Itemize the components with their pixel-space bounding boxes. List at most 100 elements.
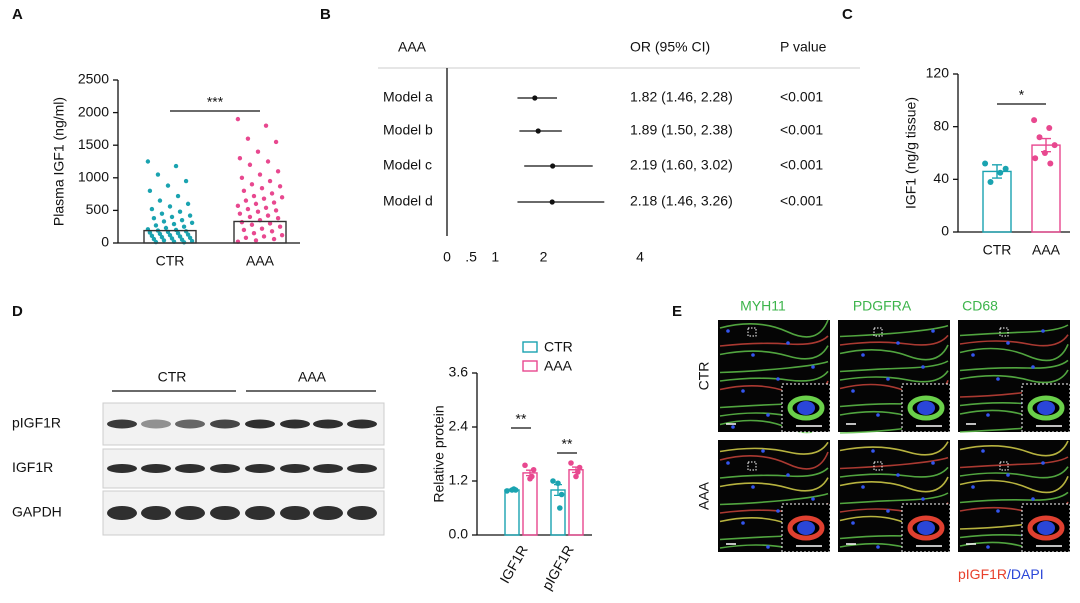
x-tick-label: 0 xyxy=(443,249,451,265)
bar xyxy=(522,472,538,536)
nucleus xyxy=(1031,365,1035,369)
data-point xyxy=(155,172,161,177)
nucleus xyxy=(896,341,900,345)
blot-band xyxy=(175,419,205,429)
blot-band xyxy=(107,419,137,429)
data-point xyxy=(235,203,241,209)
significance-label: ** xyxy=(516,411,527,427)
data-point xyxy=(149,206,155,212)
x-tick-label: pIGF1R xyxy=(538,542,576,592)
tissue-fiber xyxy=(959,369,1069,384)
legend-swatch xyxy=(522,360,538,372)
nucleus xyxy=(761,449,765,453)
tissue-fiber xyxy=(719,477,829,492)
blot-band xyxy=(141,464,171,473)
roi-box xyxy=(747,461,757,471)
blot-band xyxy=(175,464,205,473)
data-point xyxy=(271,200,277,205)
nucleus xyxy=(886,377,890,381)
y-tick-label: 0.0 xyxy=(449,526,469,542)
nucleus xyxy=(776,377,780,381)
stain-label: /DAPI xyxy=(1007,566,1044,582)
data-point xyxy=(183,178,189,184)
p-label: <0.001 xyxy=(780,122,823,138)
tissue-fiber xyxy=(839,476,949,493)
nucleus xyxy=(921,365,925,369)
or-point xyxy=(532,95,538,101)
roi-box xyxy=(873,461,883,471)
bar xyxy=(568,469,584,536)
x-tick-label: 2 xyxy=(540,249,548,265)
error-bar xyxy=(554,483,562,497)
nucleus xyxy=(726,329,730,333)
y-axis-label: IGF1 (ng/g tissue) xyxy=(903,97,919,209)
nucleus xyxy=(931,329,935,333)
blot-row-label: pIGF1R xyxy=(12,415,61,431)
tissue-fiber xyxy=(959,324,1069,337)
column-header: P value xyxy=(780,39,827,55)
data-point xyxy=(175,193,181,199)
image-column-label: CD68 xyxy=(962,298,998,314)
error-bar xyxy=(572,466,580,474)
group-label: CTR xyxy=(158,369,187,385)
data-point xyxy=(265,159,271,164)
tissue-fiber xyxy=(839,456,949,470)
or-point xyxy=(549,199,555,205)
inset-nucleus xyxy=(917,401,935,415)
model-label: Model b xyxy=(383,122,433,138)
tissue-fiber xyxy=(839,344,949,361)
nucleus xyxy=(786,341,790,345)
image-column-label: PDGFRA xyxy=(853,298,912,314)
data-point xyxy=(568,460,574,466)
nucleus xyxy=(886,509,890,513)
tissue-fiber xyxy=(719,441,829,455)
y-tick-label: 1.2 xyxy=(449,472,469,488)
bar xyxy=(982,170,1012,233)
blot-band xyxy=(347,506,377,520)
y-tick-label: 2.4 xyxy=(449,418,469,434)
data-point xyxy=(557,505,563,511)
data-point xyxy=(239,175,245,180)
p-label: <0.001 xyxy=(780,89,823,105)
inset-nucleus xyxy=(917,521,935,535)
legend-label: AAA xyxy=(544,358,573,374)
blot-band xyxy=(141,419,171,429)
inset-cell xyxy=(787,395,825,421)
y-tick-label: 3.6 xyxy=(449,364,469,380)
legend-swatch xyxy=(522,341,538,353)
data-point xyxy=(265,213,271,218)
tissue-fiber xyxy=(959,476,1069,494)
blot-row-label: IGF1R xyxy=(12,459,53,475)
data-point xyxy=(159,211,165,216)
panel-label: A xyxy=(12,6,23,23)
nucleus xyxy=(861,485,865,489)
y-tick-label: 120 xyxy=(926,65,950,81)
inset-cell xyxy=(787,515,825,541)
image-row-label: AAA xyxy=(696,481,712,510)
data-point xyxy=(279,232,285,238)
data-point xyxy=(273,139,279,145)
nucleus xyxy=(851,521,855,525)
tissue-fiber xyxy=(719,492,829,506)
or-label: 1.82 (1.46, 2.28) xyxy=(630,89,733,105)
data-point xyxy=(147,230,153,235)
nucleus xyxy=(871,449,875,453)
tissue-fiber xyxy=(959,440,1069,457)
data-point xyxy=(267,178,273,184)
column-header: OR (95% CI) xyxy=(630,39,710,55)
data-point xyxy=(247,162,253,167)
y-tick-label: 40 xyxy=(933,170,949,186)
data-point xyxy=(237,156,243,161)
nucleus xyxy=(1006,341,1010,345)
data-point xyxy=(277,224,283,229)
data-point xyxy=(235,116,241,122)
nucleus xyxy=(876,413,880,417)
blot-band xyxy=(245,464,275,473)
image-row-label: CTR xyxy=(696,362,712,391)
blot-band xyxy=(280,419,310,429)
or-label: 2.19 (1.60, 3.02) xyxy=(630,157,733,173)
nucleus xyxy=(876,545,880,549)
nucleus xyxy=(776,509,780,513)
data-point xyxy=(1032,155,1039,162)
